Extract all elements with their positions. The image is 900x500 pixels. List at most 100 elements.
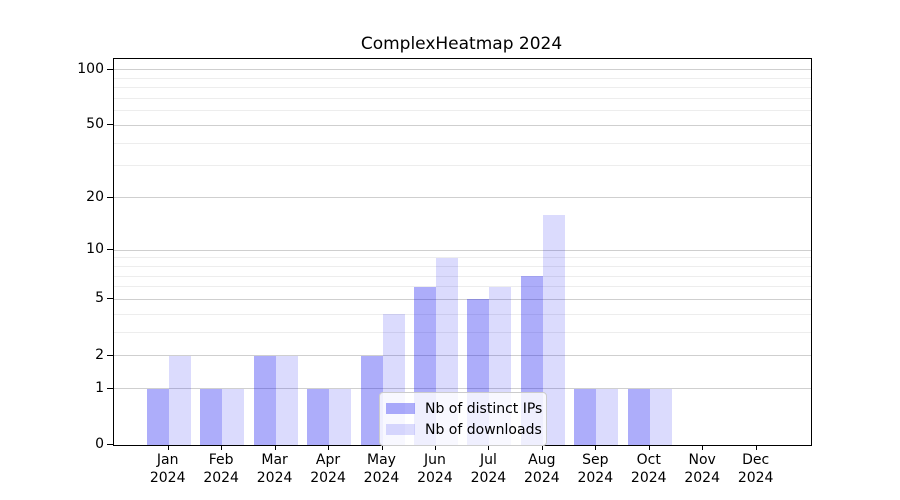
x-tick-label-line: May	[367, 452, 396, 468]
x-tick-mark-nov	[702, 445, 704, 450]
y-tick-label-50: 50	[86, 116, 104, 133]
plot-area: Nb of distinct IPs Nb of downloads	[113, 58, 812, 446]
gridline-major-10	[114, 249, 811, 251]
x-tick-mark-jun	[434, 445, 436, 450]
x-tick-label-line: 2024	[256, 470, 293, 486]
x-tick-label-line: 2024	[417, 470, 453, 486]
chart-title: ComplexHeatmap 2024	[360, 34, 563, 54]
gridline-minor-7	[114, 275, 811, 277]
legend-swatch-downloads	[386, 424, 415, 435]
gridline-minor-40	[114, 142, 811, 144]
x-tick-mark-may	[381, 445, 383, 450]
x-tick-label-line: 2024	[524, 470, 560, 486]
x-tick-mark-mar	[274, 445, 276, 450]
x-tick-label-aug: Aug 2024	[507, 451, 577, 487]
x-tick-mark-sep	[595, 445, 597, 450]
legend-row-distinct-ips: Nb of distinct IPs	[386, 398, 546, 419]
gridline-minor-3	[114, 331, 811, 333]
y-tick-label-0: 0	[95, 436, 104, 452]
gridline-major-20	[114, 197, 811, 199]
bar-distinct-ips-sep	[574, 388, 597, 445]
gridline-minor-30	[114, 165, 811, 167]
gridline-minor-4	[114, 313, 811, 315]
x-tick-mark-jul	[488, 445, 490, 450]
x-tick-label-apr: Apr 2024	[293, 451, 363, 487]
gridline-major-5	[114, 298, 811, 300]
x-tick-label-line: Apr	[315, 452, 341, 468]
gridline-major-2	[114, 355, 811, 357]
x-tick-mark-jan	[167, 445, 169, 450]
bar-distinct-ips-mar	[253, 355, 276, 445]
y-tick-mark-20	[107, 196, 113, 198]
legend-swatch-distinct-ips	[386, 403, 415, 414]
gridline-minor-70	[114, 98, 811, 100]
x-tick-label-line: 2024	[149, 470, 186, 486]
bar-downloads-mar	[275, 355, 298, 445]
bar-downloads-sep	[596, 388, 619, 445]
x-tick-label-mar: Mar 2024	[240, 451, 310, 487]
x-tick-label-jun: Jun 2024	[400, 451, 470, 487]
bar-distinct-ips-jan	[146, 388, 169, 445]
x-tick-label-jul: Jul 2024	[453, 451, 523, 487]
legend-label-distinct-ips: Nb of distinct IPs	[425, 400, 543, 417]
x-tick-label-jan: Jan 2024	[133, 451, 203, 487]
bar-distinct-ips-oct	[627, 388, 650, 445]
x-tick-label-line: Jul	[479, 452, 497, 468]
x-tick-label-oct: Oct 2024	[614, 451, 684, 487]
gridline-major-50	[114, 124, 811, 126]
bar-downloads-oct	[649, 388, 672, 445]
y-tick-label-20: 20	[86, 188, 104, 205]
x-tick-mark-feb	[221, 445, 223, 450]
y-tick-label-100: 100	[77, 60, 104, 77]
y-tick-label-5: 5	[95, 290, 104, 307]
y-tick-mark-50	[107, 124, 113, 126]
x-tick-label-line: Oct	[636, 452, 661, 468]
bar-distinct-ips-apr	[307, 388, 330, 445]
y-tick-label-10: 10	[86, 241, 104, 258]
gridline-major-1	[114, 388, 811, 390]
y-tick-label-2: 2	[95, 346, 104, 363]
x-tick-label-line: Aug	[528, 452, 556, 468]
y-tick-mark-100	[107, 68, 113, 70]
x-tick-label-may: May 2024	[347, 451, 417, 487]
gridline-minor-90	[114, 77, 811, 79]
x-tick-mark-aug	[541, 445, 543, 450]
gridline-minor-60	[114, 110, 811, 112]
y-tick-mark-10	[107, 249, 113, 251]
y-tick-mark-2	[107, 354, 113, 356]
x-tick-mark-apr	[328, 445, 330, 450]
gridline-major-100	[114, 69, 811, 71]
x-tick-label-line: Jan	[156, 452, 179, 468]
x-tick-label-line: 2024	[310, 470, 346, 486]
legend-row-downloads: Nb of downloads	[386, 419, 546, 440]
x-tick-label-line: Jun	[424, 452, 446, 468]
x-tick-label-dec: Dec 2024	[721, 451, 791, 487]
legend-label-downloads: Nb of downloads	[425, 421, 542, 438]
x-tick-label-line: Mar	[261, 452, 288, 468]
x-tick-label-line: 2024	[577, 470, 614, 486]
x-tick-label-line: Nov	[688, 452, 716, 468]
bar-distinct-ips-feb	[200, 388, 223, 445]
x-tick-mark-oct	[648, 445, 650, 450]
bar-downloads-apr	[329, 388, 352, 445]
bar-distinct-ips-may	[360, 355, 383, 445]
legend: Nb of distinct IPs Nb of downloads	[379, 392, 547, 446]
x-tick-label-line: 2024	[363, 470, 400, 486]
y-tick-mark-5	[107, 298, 113, 300]
gridline-minor-80	[114, 87, 811, 89]
x-tick-label-line: Feb	[208, 452, 234, 468]
y-tick-label-1: 1	[95, 379, 104, 396]
x-tick-label-line: 2024	[737, 470, 774, 486]
x-tick-label-line: 2024	[684, 470, 720, 486]
x-tick-label-line: Sep	[582, 452, 609, 468]
gridline-minor-9	[114, 257, 811, 259]
x-tick-label-line: 2024	[630, 470, 667, 486]
gridline-minor-8	[114, 265, 811, 267]
bar-downloads-jan	[168, 355, 191, 445]
x-tick-label-line: 2024	[203, 470, 239, 486]
x-tick-label-nov: Nov 2024	[667, 451, 737, 487]
x-tick-label-line: Dec	[742, 452, 770, 468]
gridline-minor-6	[114, 286, 811, 288]
y-tick-mark-1	[107, 387, 113, 389]
